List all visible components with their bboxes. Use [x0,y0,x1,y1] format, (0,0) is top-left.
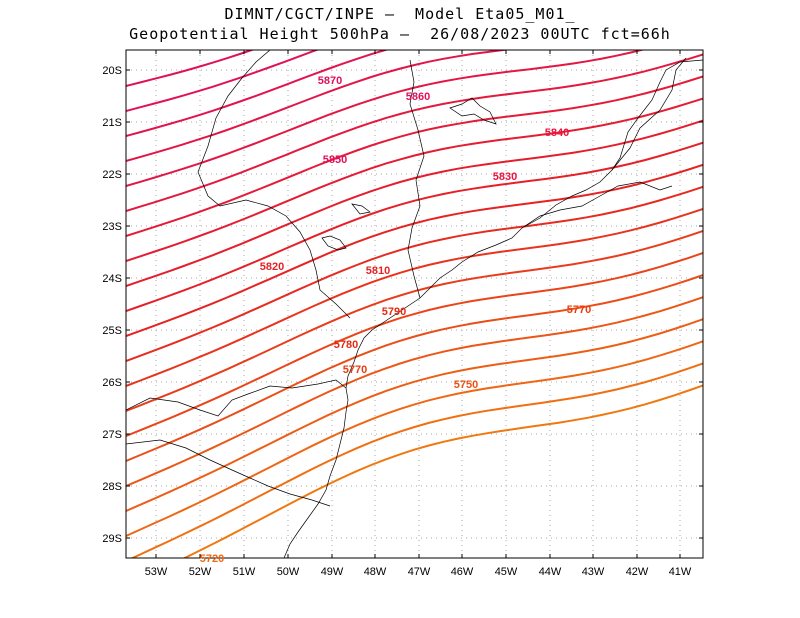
lat-tick-label: 23S [102,221,122,233]
height-contours [126,50,703,558]
gridlines [126,50,703,558]
reservoir-2 [321,235,347,251]
lon-tick-label: 45W [495,566,518,578]
reservoir-1 [449,97,497,125]
lat-tick-label: 29S [102,533,122,545]
reservoir-3 [351,203,371,215]
contour-line [126,97,703,262]
contour-line [126,50,255,87]
lat-tick-label: 24S [102,273,122,285]
contour-label: 5770 [567,304,591,316]
contour-labels: 5870 5860 5850 5840 5830 5820 5810 5790 5780 5770… [200,75,591,565]
lon-tick-label: 42W [626,566,649,578]
contour-line [126,274,703,462]
contour-line [126,252,703,437]
contour-label: 5810 [366,265,390,277]
contour-label: 5840 [545,127,569,139]
contour-line [126,75,703,237]
contour-line [130,362,703,558]
contour-line [126,50,320,112]
contour-line [126,296,703,487]
contour-line [126,230,703,412]
state-border-4 [407,59,425,299]
contour-line [126,207,703,387]
contour-label: 5790 [382,306,406,318]
contour-label: 5830 [493,171,517,183]
contour-label: 5780 [334,339,358,351]
lon-tick-label: 44W [539,566,562,578]
lon-tick-label: 41W [669,566,692,578]
state-border-2 [126,439,331,507]
contour-line [126,50,646,187]
contour-label: 5820 [260,261,284,273]
contour-label: 5870 [318,75,342,87]
contour-line [182,384,703,558]
lon-tick-label: 53W [145,566,168,578]
contour-label: 5770 [343,364,367,376]
lon-tick-label: 46W [451,566,474,578]
contour-line [126,141,703,312]
lat-tick-label: 26S [102,377,122,389]
lat-tick-label: 28S [102,481,122,493]
contour-line [126,185,703,362]
lat-tick-label: 27S [102,429,122,441]
state-border-3 [197,50,351,319]
map-title-line1: DIMNT/CGCT/INPE – Model Eta05_M01_ [224,5,576,23]
contour-label: 5720 [200,553,224,565]
contour-line [126,119,703,287]
lon-tick-label: 48W [364,566,387,578]
lon-tick-label: 51W [233,566,256,578]
contour-label: 5860 [406,91,430,103]
state-border-5 [521,181,673,229]
coastline [283,59,703,558]
lat-tick-label: 25S [102,325,122,337]
lon-tick-label: 43W [582,566,605,578]
state-border-6 [611,57,687,171]
contour-label: 5850 [323,154,347,166]
contour-line [126,340,703,537]
lat-tick-label: 20S [102,65,122,77]
state-border-1 [126,379,347,417]
contour-label: 5750 [454,379,478,391]
contour-line [126,318,703,512]
contour-line [126,50,390,137]
lon-tick-label: 49W [321,566,344,578]
contour-line [126,53,703,212]
lat-tick-label: 22S [102,169,122,181]
map-frame [125,49,704,559]
contour-line [126,50,512,162]
lon-tick-label: 52W [189,566,212,578]
lon-tick-label: 47W [408,566,431,578]
lon-tick-label: 50W [277,566,300,578]
contour-line [126,163,703,337]
map-title-line2: Geopotential Height 500hPa – 26/08/2023 … [129,25,671,43]
coastline-borders [126,50,703,558]
lat-tick-label: 21S [102,117,122,129]
